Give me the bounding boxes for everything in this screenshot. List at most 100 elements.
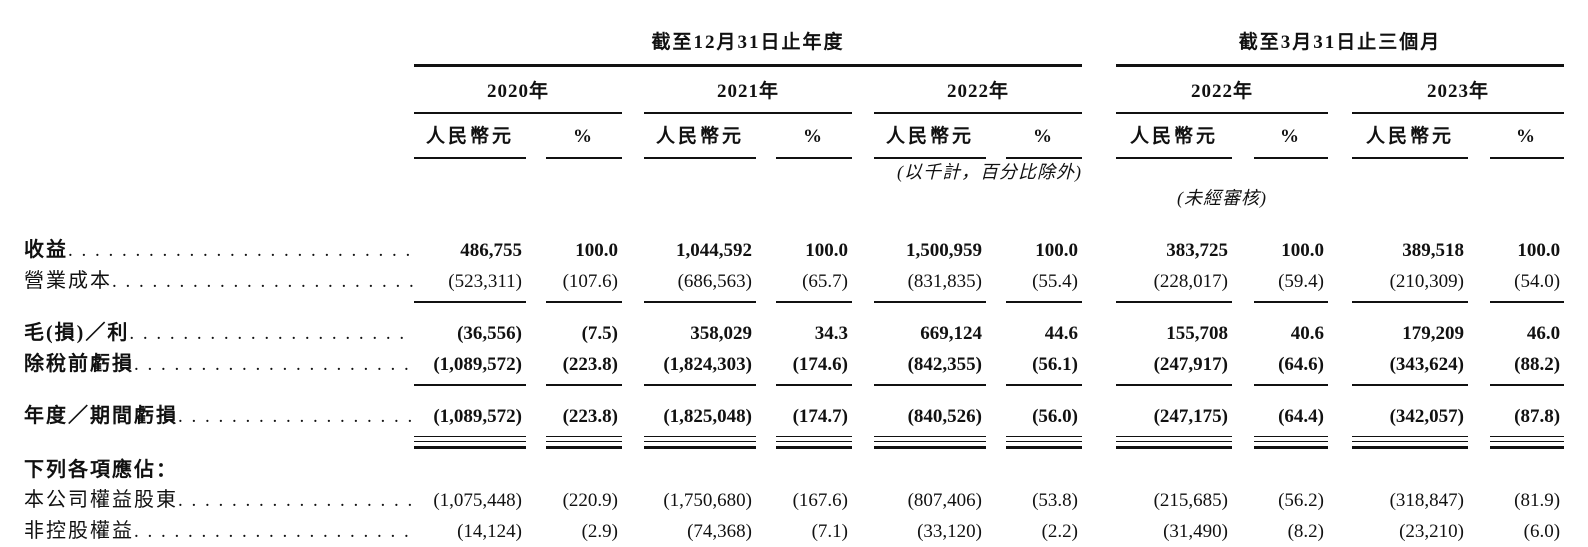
row-label: 除稅前虧損 [24,353,134,375]
year-2020: 2020年 [414,65,622,114]
value-cell: (65.7) [802,271,848,292]
value-cell: (686,563) [677,271,752,292]
value-cell: (831,835) [907,271,982,292]
value-cell: (7.1) [811,520,848,542]
dot-leader [134,517,414,547]
row-non-controlling-interests: 非控股權益 (14,124) (2.9) (74,368) (7.1) (33,… [24,516,1564,547]
value-cell: (55.4) [1032,271,1078,292]
value-cell: (1,824,303) [663,354,752,375]
section-title-annual: 截至12月31日止年度 [414,28,1082,67]
year-2022: 2022年 [874,65,1082,114]
dot-leader [178,402,414,432]
value-cell: 40.6 [1290,323,1324,344]
col-header-rmb: 人民幣元 [1352,113,1468,159]
year-2021: 2021年 [644,65,852,114]
dot-leader [68,236,414,266]
financial-summary-table: 截至12月31日止年度 截至3月31日止三個月 2020年 2021年 2022… [24,28,1565,547]
value-cell: 486,755 [460,240,522,261]
value-cell: (2.9) [581,520,618,542]
col-header-pct: % [546,113,622,159]
value-cell: (840,526) [907,406,982,427]
value-cell: (174.6) [792,354,848,375]
value-cell: (1,825,048) [663,406,752,427]
value-cell: 155,708 [1166,323,1228,344]
value-cell: 100.0 [575,240,618,261]
value-cell: (1,750,680) [663,489,752,511]
value-cell: 100.0 [805,240,848,261]
value-cell: (64.6) [1278,354,1324,375]
col-header-rmb: 人民幣元 [414,113,526,159]
row-label: 下列各項應佔： [24,458,178,481]
value-cell: (107.6) [562,271,618,292]
value-cell: (87.8) [1514,406,1561,427]
value-cell: (53.8) [1032,489,1078,511]
value-cell: (59.4) [1278,271,1324,292]
value-cell: 34.3 [814,323,848,344]
row-label: 收益 [24,239,68,261]
col-header-pct: % [1006,113,1082,159]
value-cell: 46.0 [1526,323,1561,344]
value-cell: 1,044,592 [676,240,752,261]
value-cell: (74,368) [687,520,752,542]
value-cell: (228,017) [1153,271,1228,292]
value-cell: (14,124) [457,520,522,542]
col-header-pct: % [1490,113,1565,159]
row-attributable-header: 下列各項應佔： [24,455,1564,485]
value-cell: (1,075,448) [433,489,522,511]
value-cell: 44.6 [1044,323,1078,344]
col-header-rmb: 人民幣元 [644,113,756,159]
value-cell: (23,210) [1399,520,1464,542]
dot-leader [178,486,414,516]
year-q-2022: 2022年 [1116,65,1328,114]
row-label: 本公司權益股東 [24,488,178,511]
value-cell: (6.0) [1523,520,1561,542]
row-label: 營業成本 [24,270,112,292]
value-cell: (56.0) [1032,406,1078,427]
rule-single [24,297,1565,311]
col-header-rmb: 人民幣元 [1116,113,1232,159]
row-loss-before-tax: 除稅前虧損 (1,089,572) (223.8) (1,824,303) (1… [24,349,1564,380]
row-loss-for-period: 年度／期間虧損 (1,089,572) (223.8) (1,825,048) … [24,394,1564,432]
value-cell: (36,556) [457,323,522,344]
dot-leader [134,350,414,380]
header-years: 2020年 2021年 2022年 2022年 2023年 [24,65,1565,114]
value-cell: (31,490) [1163,520,1228,542]
value-cell: (220.9) [562,489,618,511]
note-unaudited-row: (未經審核) [24,185,1564,211]
value-cell: (54.0) [1514,271,1561,292]
row-label: 毛(損)／利 [24,322,130,344]
col-header-pct: % [776,113,852,159]
value-cell: (223.8) [562,406,618,427]
value-cell: (33,120) [917,520,982,542]
rule-single [24,380,1565,394]
value-cell: (1,089,572) [433,354,522,375]
row-gross-profit: 毛(損)／利 (36,556) (7.5) 358,029 34.3 669,1… [24,311,1564,349]
value-cell: (1,089,572) [433,406,522,427]
note-unaudited: (未經審核) [1177,188,1267,208]
rule-double [24,432,1565,449]
value-cell: 179,209 [1402,323,1464,344]
value-cell: 669,124 [920,323,982,344]
value-cell: (247,175) [1153,406,1228,427]
value-cell: 100.0 [1281,240,1324,261]
row-equity-shareholders: 本公司權益股東 (1,075,448) (220.9) (1,750,680) … [24,485,1564,516]
value-cell: (523,311) [448,271,522,292]
value-cell: 358,029 [690,323,752,344]
value-cell: (167.6) [792,489,848,511]
row-cost-of-sales: 營業成本 (523,311) (107.6) (686,563) (65.7) … [24,266,1564,297]
row-revenue: 收益 486,755 100.0 1,044,592 100.0 1,500,9… [24,235,1564,266]
value-cell: (210,309) [1389,271,1464,292]
value-cell: 383,725 [1166,240,1228,261]
note-units-row: (以千計，百分比除外) [24,158,1564,185]
row-label: 非控股權益 [24,519,134,542]
col-header-pct: % [1254,113,1328,159]
value-cell: 100.0 [1517,240,1561,261]
value-cell: (342,057) [1389,406,1464,427]
value-cell: (343,624) [1389,354,1464,375]
value-cell: (247,917) [1153,354,1228,375]
section-title-quarterly: 截至3月31日止三個月 [1116,28,1565,67]
value-cell: (56.2) [1278,489,1324,511]
note-units: (以千計，百分比除外) [897,162,1082,182]
value-cell: 389,518 [1402,240,1464,261]
